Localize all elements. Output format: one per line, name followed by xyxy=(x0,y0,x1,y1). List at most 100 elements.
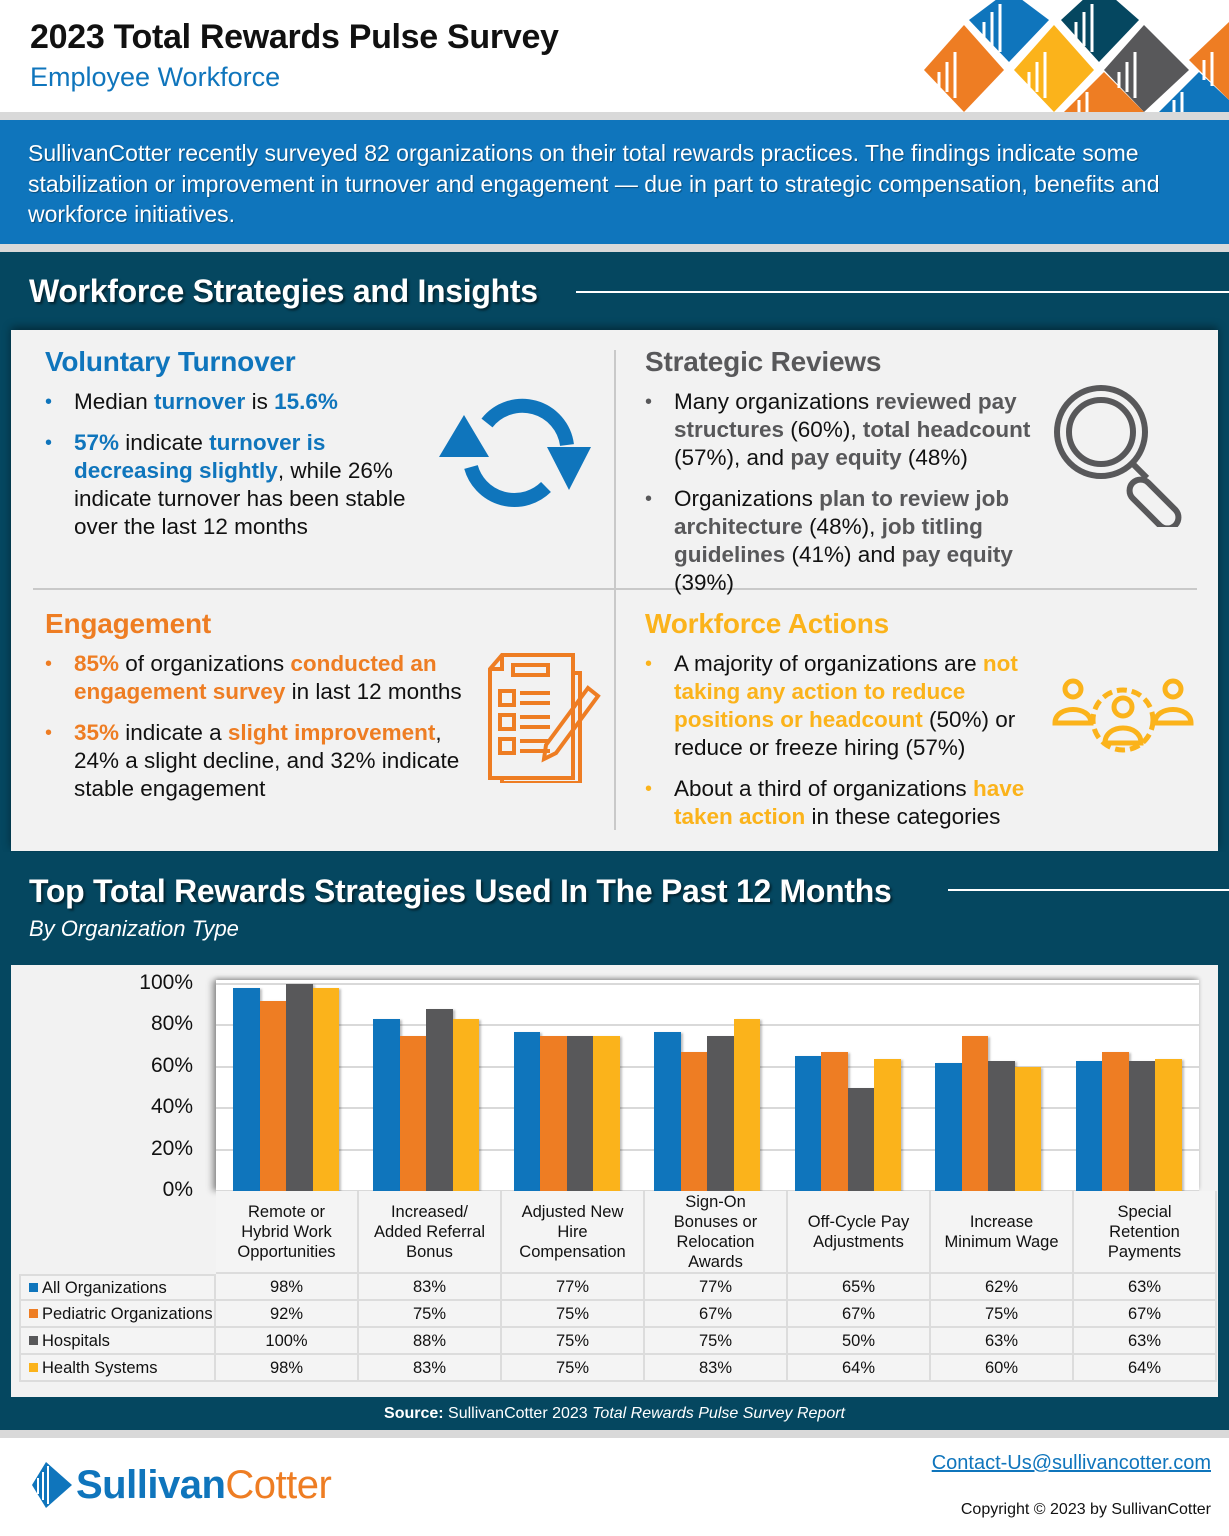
refresh-cycle-icon xyxy=(439,398,591,507)
bar-group xyxy=(233,980,339,1191)
bar xyxy=(935,1062,962,1191)
category-header: Adjusted New Hire Compensation xyxy=(502,1191,645,1274)
y-tick-label: 60% xyxy=(150,1053,193,1077)
body-text: (57%), and xyxy=(674,445,791,470)
highlight-text: reviewed pay structures xyxy=(674,389,1017,442)
body-text: (48%) xyxy=(901,445,968,470)
bar xyxy=(1128,1060,1156,1191)
heading-rule xyxy=(948,889,1229,891)
heading-rule xyxy=(576,291,1229,293)
bar xyxy=(312,988,339,1191)
value-cell: 83% xyxy=(645,1355,788,1382)
bar-group xyxy=(654,980,761,1191)
value-cell: 88% xyxy=(359,1328,502,1355)
body-text: (41%) and xyxy=(785,542,902,567)
table-row: Hospitals 100% 88% 75% 75% 50% 63% 63% xyxy=(19,1328,1217,1355)
bar xyxy=(1102,1052,1129,1191)
contact-email-link[interactable]: Contact-Us@sullivancotter.com xyxy=(931,1452,1211,1474)
body-text: , while 26% indicate turnover has been s… xyxy=(74,458,406,539)
bullet-dot-icon: • xyxy=(45,391,53,413)
divider-strip xyxy=(0,112,1229,120)
series-label: Health Systems xyxy=(42,1358,158,1377)
value-cell: 75% xyxy=(359,1301,502,1328)
value-cell: 77% xyxy=(645,1274,788,1301)
value-cell: 63% xyxy=(931,1328,1074,1355)
bullet-dot-icon: • xyxy=(645,778,653,800)
y-tick-label: 0% xyxy=(162,1178,193,1201)
bullet-dot-icon: • xyxy=(645,391,653,413)
legend-cell: Pediatric Organizations xyxy=(19,1301,216,1328)
bullet-list: • Median turnover is 15.6% • 57% indicate t… xyxy=(45,388,445,541)
bullet-list: • A majority of organizations are not tak… xyxy=(645,650,1055,831)
bar xyxy=(821,1052,848,1191)
bullet-list: • Many organizations reviewed pay structu… xyxy=(645,388,1045,597)
bullet-item: • 85% of organizations conducted an engag… xyxy=(45,650,485,706)
series-label: Hospitals xyxy=(42,1331,110,1350)
team-gear-icon xyxy=(1052,678,1194,753)
source-report-title: Total Rewards Pulse Survey Report xyxy=(592,1405,845,1422)
page-subtitle: Employee Workforce xyxy=(30,62,281,92)
highlight-text: plan to review job architecture xyxy=(674,486,1010,539)
bullet-dot-icon: • xyxy=(645,653,653,675)
value-cell: 67% xyxy=(645,1301,788,1328)
legend-swatch-icon xyxy=(29,1363,38,1372)
bar xyxy=(1014,1066,1042,1191)
copyright: Copyright © 2023 by SullivanCotter xyxy=(960,1501,1211,1518)
bullet-dot-icon: • xyxy=(45,653,53,675)
value-cell: 67% xyxy=(788,1301,931,1328)
y-tick-label: 100% xyxy=(139,971,193,994)
bar xyxy=(593,1035,620,1191)
workforce-actions-card: Workforce Actions • A majority of organiz… xyxy=(645,608,1055,844)
body-text: of organizations xyxy=(119,651,291,676)
bar-group xyxy=(1075,980,1182,1191)
value-cell: 98% xyxy=(216,1355,359,1382)
bullet-list: • 85% of organizations conducted an engag… xyxy=(45,650,485,803)
highlight-text: not taking any action to reduce position… xyxy=(674,651,1018,732)
body-text: A majority of organizations are xyxy=(674,651,983,676)
bullet-item: • 57% indicate turnover is decreasing sli… xyxy=(45,429,445,541)
body-text: in last 12 months xyxy=(285,679,462,704)
value-cell: 75% xyxy=(645,1328,788,1355)
highlight-text: 35% xyxy=(74,720,120,745)
divider-strip xyxy=(0,1430,1229,1438)
highlight-text: pay equity xyxy=(901,542,1013,567)
value-cell: 98% xyxy=(216,1274,359,1301)
value-cell: 75% xyxy=(931,1301,1074,1328)
intro-text: SullivanCotter recently surveyed 82 orga… xyxy=(28,140,1160,227)
highlight-text: pay equity xyxy=(790,445,902,470)
value-cell: 63% xyxy=(1074,1274,1217,1301)
body-text: (39%) xyxy=(674,570,735,595)
body-text: (50%) or reduce or freeze hiring (57%) xyxy=(674,707,1016,760)
value-cell: 75% xyxy=(502,1328,645,1355)
category-header: Increase Minimum Wage xyxy=(931,1191,1074,1274)
gridline xyxy=(216,1024,1199,1027)
bullet-item: • Many organizations reviewed pay structu… xyxy=(645,388,1045,472)
strategic-reviews-title: Strategic Reviews xyxy=(645,346,882,377)
value-cell: 75% xyxy=(502,1355,645,1382)
y-tick-label: 40% xyxy=(150,1095,193,1119)
bar-group xyxy=(935,980,1042,1191)
bar-group xyxy=(794,980,901,1191)
bullet-dot-icon: • xyxy=(645,488,653,510)
bar xyxy=(540,1035,567,1191)
voluntary-turnover-card: Voluntary Turnover • Median turnover is 1… xyxy=(45,346,445,554)
bar xyxy=(874,1058,901,1191)
table-row: All Organizations 98% 83% 77% 77% 65% 62% 63% xyxy=(19,1274,1217,1301)
value-cell: 100% xyxy=(216,1328,359,1355)
divider-strip xyxy=(0,244,1229,252)
series-label: Pediatric Organizations xyxy=(42,1304,213,1323)
bar xyxy=(233,988,260,1191)
bar xyxy=(452,1019,480,1191)
body-text: is xyxy=(245,389,275,414)
highlight-text: slight improvement xyxy=(227,720,436,745)
body-text: indicate xyxy=(119,430,210,455)
body-text: (48%), xyxy=(802,514,882,539)
voluntary-turnover-title: Voluntary Turnover xyxy=(45,346,296,377)
bar xyxy=(654,1031,681,1191)
sullivancotter-logo: Sullivan Cotter xyxy=(32,1460,332,1510)
value-cell: 64% xyxy=(788,1355,931,1382)
chart-panel: 0% 20% 40% 60% 80% 100% Remote or Hybrid Work… xyxy=(11,965,1218,1397)
logo-text-cotter: Cotter xyxy=(225,1462,332,1507)
engagement-card: Engagement • 85% of organizations conduct… xyxy=(45,608,485,816)
table-row: Health Systems 98% 83% 75% 83% 64% 60% 64% xyxy=(19,1355,1217,1382)
